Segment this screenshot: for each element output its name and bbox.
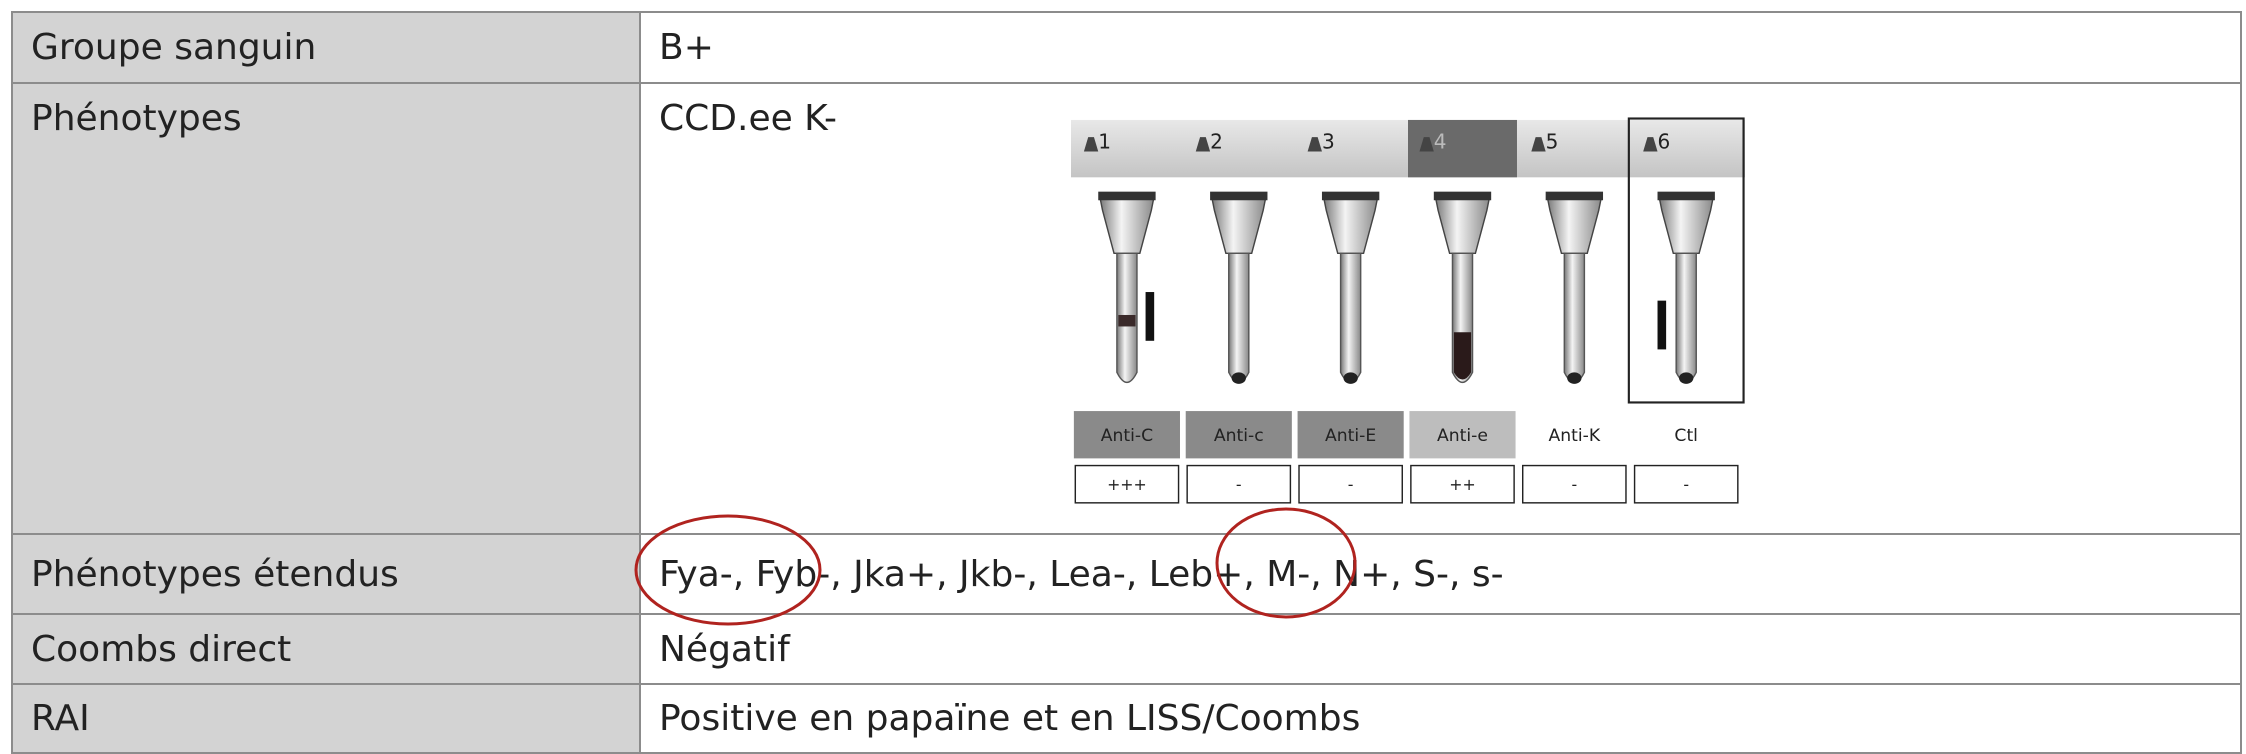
tube-cap (1210, 191, 1268, 201)
reagent-label: Ctl (1674, 426, 1698, 446)
tube-icon (1643, 137, 1658, 152)
value-cell: Fya-, Fyb-, Jka+, Jkb-, Lea-, Leb+, M-, … (639, 533, 2242, 615)
label-text: Phénotypes (31, 98, 242, 139)
value-cell: B+ (639, 11, 2242, 84)
result-label: - (1348, 475, 1354, 494)
result-label: - (1236, 475, 1242, 494)
result-label: +++ (1107, 475, 1147, 494)
control-frame (1627, 117, 1745, 404)
marker (1657, 300, 1667, 350)
value-text: B+ (659, 27, 714, 68)
value-text: Positive en papaïne et en LISS/Coombs (659, 698, 1361, 739)
tube-cap (1321, 191, 1380, 201)
reagent-box (1409, 411, 1516, 459)
tube-icon (1195, 137, 1211, 152)
result-label: - (1571, 475, 1577, 494)
tube-cap (1545, 191, 1604, 201)
tube-icon (1083, 137, 1099, 152)
result-box (1074, 464, 1180, 504)
tube-body (1228, 252, 1250, 384)
cell-pellet (1343, 372, 1358, 384)
result-box (1298, 464, 1403, 504)
label-text: Groupe sanguin (31, 27, 317, 68)
well-number: 3 (1322, 130, 1335, 154)
result-label: ++ (1449, 475, 1475, 494)
label-cell: Coombs direct (11, 613, 641, 685)
label-cell: Phénotypes étendus (11, 533, 641, 615)
reagent-box (1073, 411, 1180, 459)
cell-pellet (1679, 372, 1694, 384)
label-text: RAI (31, 698, 90, 739)
reagent-label: Anti-c (1214, 426, 1264, 446)
result-box (1633, 464, 1739, 504)
tube-body (1339, 252, 1362, 384)
result-label: - (1683, 475, 1689, 494)
value-text: CCD.ee K- (659, 98, 837, 139)
well-number: 5 (1546, 130, 1559, 154)
tube-cap (1098, 191, 1156, 201)
cell-pellet (1231, 372, 1246, 384)
tube-icon (1419, 137, 1434, 152)
well-number: 2 (1210, 130, 1223, 154)
label-cell: Groupe sanguin (11, 11, 641, 84)
reagent-label: Anti-K (1549, 426, 1601, 446)
value-text: Fya-, Fyb-, Jka+, Jkb-, Lea-, Leb+, M-, … (659, 553, 1504, 595)
tube-cap (1657, 191, 1715, 201)
label-text: Phénotypes étendus (31, 553, 399, 595)
reagent-box (1297, 411, 1404, 459)
tube-cap (1433, 191, 1492, 201)
label-text: Coombs direct (31, 628, 292, 670)
cell-band (1453, 332, 1472, 380)
tube-body (1675, 252, 1697, 384)
cell-pellet (1567, 372, 1582, 384)
reagent-label: Anti-E (1325, 426, 1376, 446)
tube-icon (1531, 137, 1546, 152)
reagent-box (1185, 411, 1292, 459)
result-box (1522, 464, 1627, 504)
value-text: Négatif (659, 628, 790, 670)
label-cell: Phénotypes (11, 82, 641, 535)
marker (1145, 292, 1155, 341)
cell-band (1118, 314, 1136, 327)
gel-card-image: 1 Anti-C +++ 2 Anti-c - 3 Anti-E - 4 Anti-e ++ 5 Anti… (1071, 117, 1745, 523)
label-cell: RAI (11, 683, 641, 754)
well-number: 6 (1658, 130, 1671, 154)
tube-icon (1307, 137, 1322, 152)
result-box (1186, 464, 1292, 504)
value-cell: Négatif (639, 613, 2242, 685)
well-number: 4 (1434, 130, 1447, 154)
reagent-label: Anti-C (1101, 426, 1153, 446)
result-box (1410, 464, 1515, 504)
value-cell: Positive en papaïne et en LISS/Coombs (639, 683, 2242, 754)
well-number: 1 (1098, 130, 1111, 154)
reagent-label: Anti-e (1437, 426, 1488, 446)
tube-body (1563, 252, 1586, 384)
